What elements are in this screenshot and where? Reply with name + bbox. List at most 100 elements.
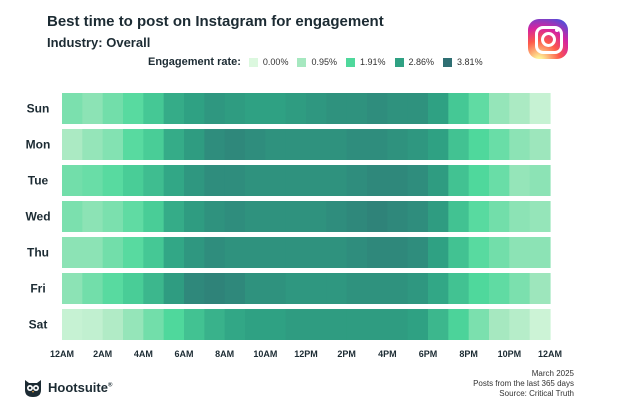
legend-swatch: [443, 57, 453, 67]
heatmap-cell: [529, 273, 551, 304]
heatmap-cell: [224, 129, 246, 160]
heatmap-cell: [326, 201, 348, 232]
x-tick-label: 2AM: [93, 349, 112, 359]
legend-item: 2.86%: [394, 57, 435, 67]
heatmap-cell: [265, 93, 287, 124]
legend: Engagement rate: 0.00% 0.95% 1.91% 2.86%…: [148, 55, 492, 69]
heatmap-cell: [204, 309, 226, 340]
heatmap-cell: [62, 93, 83, 124]
x-tick-label: 2PM: [337, 349, 356, 359]
heatmap-cell: [407, 165, 429, 196]
heatmap-cell: [265, 273, 287, 304]
heatmap-cell: [407, 129, 429, 160]
heatmap-cell: [448, 237, 470, 268]
heatmap-cell: [367, 129, 388, 160]
instagram-logo-lens: [541, 32, 556, 47]
row-label: Sat: [29, 318, 48, 332]
heatmap-cell: [468, 93, 490, 124]
heatmap-cell: [245, 165, 266, 196]
heatmap-cell: [62, 309, 83, 340]
legend-item-label: 3.81%: [457, 57, 483, 67]
heatmap-cell: [204, 129, 226, 160]
heatmap-cell: [62, 237, 83, 268]
chart-title: Best time to post on Instagram for engag…: [47, 13, 384, 30]
heatmap-cell: [509, 93, 531, 124]
heatmap-cell: [123, 201, 144, 232]
heatmap-cell: [326, 237, 348, 268]
heatmap-cell: [489, 309, 510, 340]
chart-subtitle: Industry: Overall: [47, 35, 151, 50]
heatmap-cell: [204, 93, 226, 124]
heatmap-cell: [82, 201, 104, 232]
heatmap-cell: [163, 237, 185, 268]
heatmap-cell: [285, 201, 307, 232]
x-tick-label: 6PM: [419, 349, 438, 359]
heatmap-cell: [123, 237, 144, 268]
heatmap-cell: [346, 201, 368, 232]
heatmap-cell: [407, 93, 429, 124]
heatmap-cell: [468, 237, 490, 268]
x-tick-label: 8PM: [459, 349, 478, 359]
instagram-logo-icon: [528, 19, 568, 59]
heatmap-cell: [285, 93, 307, 124]
row-label: Mon: [26, 138, 51, 152]
heatmap-cell: [468, 201, 490, 232]
heatmap-cell: [143, 201, 165, 232]
heatmap-cell: [163, 93, 185, 124]
heatmap-cell: [204, 237, 226, 268]
x-tick-label: 10AM: [253, 349, 277, 359]
heatmap-cell: [489, 93, 510, 124]
heatmap-cell: [245, 273, 266, 304]
heatmap-cell: [245, 237, 266, 268]
heatmap-cell: [306, 93, 327, 124]
heatmap-cell: [509, 237, 531, 268]
heatmap-cell: [428, 201, 449, 232]
heatmap-cell: [102, 201, 124, 232]
heatmap-cell: [245, 129, 266, 160]
heatmap-cell: [326, 309, 348, 340]
heatmap-cell: [163, 309, 185, 340]
owl-logo-icon: [25, 380, 41, 397]
brand-registered-mark: ®: [107, 382, 113, 389]
heatmap-cell: [367, 273, 388, 304]
legend-swatch: [394, 57, 404, 67]
heatmap-cell: [306, 309, 327, 340]
heatmap-cell: [265, 201, 287, 232]
heatmap-cell: [428, 309, 449, 340]
heatmap-cell: [224, 237, 246, 268]
heatmap-cell: [163, 273, 185, 304]
heatmap-cell: [468, 129, 490, 160]
heatmap-cell: [163, 129, 185, 160]
heatmap-cell: [82, 273, 104, 304]
heatmap-cell: [367, 93, 388, 124]
heatmap-cell: [346, 273, 368, 304]
row-label: Tue: [28, 174, 49, 188]
brand: Hootsuite®: [22, 376, 112, 398]
heatmap-cell: [387, 309, 409, 340]
heatmap-cell: [326, 165, 348, 196]
heatmap-cell: [123, 165, 144, 196]
heatmap-cell: [509, 273, 531, 304]
heatmap-cell: [326, 93, 348, 124]
heatmap-cell: [285, 309, 307, 340]
legend-item: 3.81%: [443, 57, 483, 67]
footer-date: March 2025: [531, 369, 574, 378]
legend-item: 1.91%: [345, 57, 386, 67]
heatmap-cell: [224, 165, 246, 196]
heatmap-cell: [184, 165, 205, 196]
heatmap-cell: [123, 273, 144, 304]
x-tick-label: 12AM: [538, 349, 562, 359]
legend-label: Engagement rate:: [148, 56, 241, 68]
heatmap-cell: [407, 237, 429, 268]
heatmap-cell: [82, 129, 104, 160]
heatmap-cell: [143, 93, 165, 124]
heatmap-cell: [326, 273, 348, 304]
footer-source: Source: Critical Truth: [499, 389, 574, 398]
heatmap-cell: [529, 237, 551, 268]
heatmap-cell: [448, 93, 470, 124]
heatmap-cell: [387, 93, 409, 124]
heatmap-cell: [62, 129, 83, 160]
footer: March 2025 Posts from the last 365 days …: [473, 369, 574, 399]
heatmap-cell: [204, 201, 226, 232]
legend-item-label: 2.86%: [408, 57, 435, 67]
